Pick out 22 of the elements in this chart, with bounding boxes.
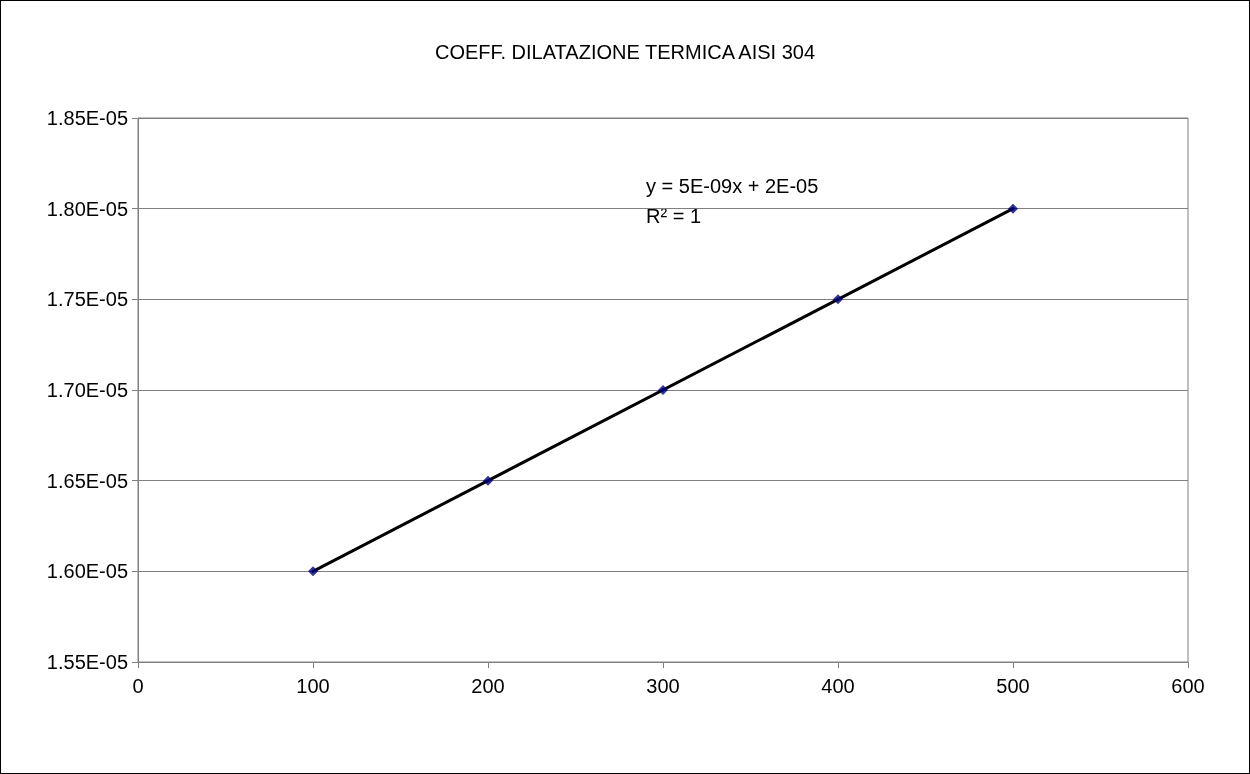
y-tick-label: 1.55E-05 (46, 651, 128, 673)
point (658, 385, 668, 395)
y-tick-label: 1.60E-05 (46, 560, 128, 583)
x-tick-label: 600 (1171, 675, 1205, 697)
annotation: y = 5E-09x + 2E-05 (646, 175, 819, 197)
x-tick-label: 500 (996, 675, 1030, 697)
chart-title: COEFF. DILATAZIONE TERMICA AISI 304 (434, 41, 816, 63)
y-tick-label: 1.75E-05 (46, 288, 128, 311)
y-tick-label: 1.70E-05 (46, 379, 128, 401)
x-tick-label: 400 (821, 675, 855, 697)
x-tick-label: 0 (132, 675, 144, 697)
x-tick-label: 200 (471, 675, 505, 697)
annotation: R² = 1 (645, 205, 702, 227)
y-tick-label: 1.80E-05 (46, 197, 128, 220)
point (833, 294, 843, 305)
y-tick-label: 1.85E-05 (46, 107, 128, 129)
x-tick-label: 300 (646, 675, 680, 697)
y-tick-label: 1.65E-05 (46, 469, 128, 492)
point (483, 475, 493, 486)
point (308, 566, 318, 577)
x-tick-label: 100 (296, 675, 330, 697)
point (1008, 203, 1018, 214)
